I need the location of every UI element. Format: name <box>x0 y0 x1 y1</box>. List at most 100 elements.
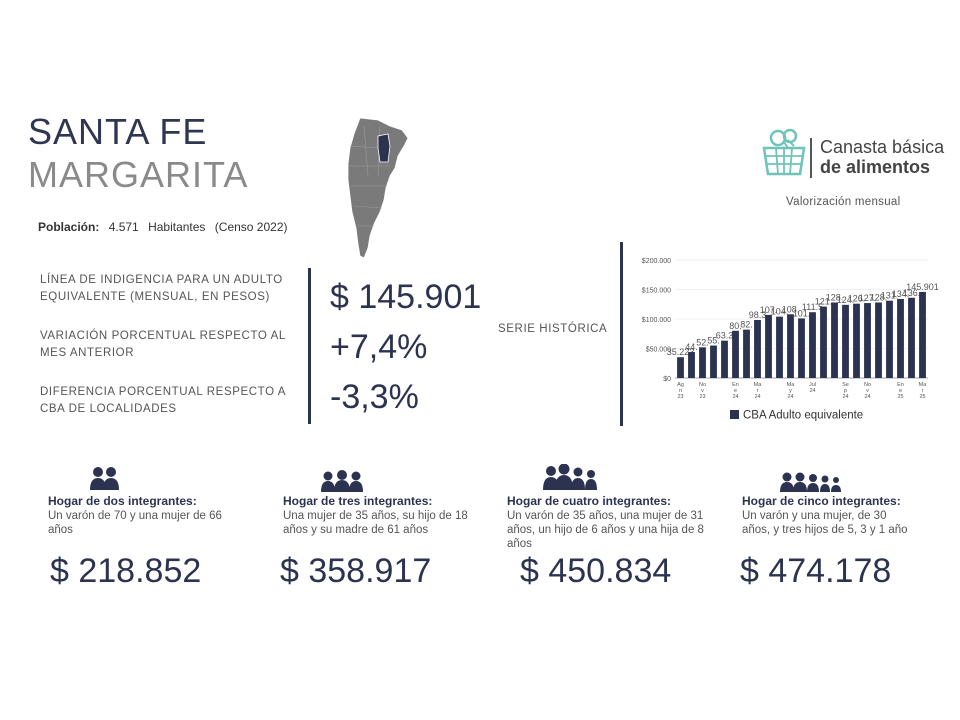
household-four-desc: Un varón de 35 años, una mujer de 31 año… <box>507 510 704 550</box>
metric-value-variacion: +7,4% <box>330 328 428 366</box>
data-label: 131. <box>881 291 899 301</box>
population-source: (Censo 2022) <box>214 220 288 234</box>
data-label: 111.5 <box>802 302 823 312</box>
household-two-icon-wrap <box>88 466 122 495</box>
x-tick-label: En e 24 <box>732 382 739 400</box>
province-title: SANTA FE <box>28 111 208 152</box>
bar <box>853 303 860 378</box>
data-label: 107. <box>760 305 778 315</box>
bar <box>710 345 717 378</box>
data-label: 108. <box>782 304 800 314</box>
data-label: 98.3 <box>749 310 767 320</box>
data-label: 104. <box>771 307 789 317</box>
bar <box>721 340 728 378</box>
bar <box>765 314 772 378</box>
data-label: 52. <box>696 337 709 347</box>
metrics-divider <box>308 268 311 424</box>
three-people-icon <box>321 470 363 492</box>
data-label: 124. <box>837 295 855 305</box>
five-people-icon <box>780 472 841 492</box>
y-tick-label: $200.000 <box>642 258 671 265</box>
bar <box>897 298 904 378</box>
bar <box>842 304 849 378</box>
household-four: Hogar de cuatro integrantes: Un varón de… <box>507 494 707 551</box>
legend-swatch <box>730 410 739 419</box>
household-two-value: $ 218.852 <box>50 552 202 590</box>
serie-historica-label: SERIE HISTÓRICA <box>498 323 608 335</box>
data-label: 136. <box>903 288 921 298</box>
metric-label-variacion: VARIACIÓN PORCENTUAL RESPECTO AL MES ANT… <box>40 330 286 359</box>
bar <box>809 312 816 378</box>
data-label: 44. <box>685 342 698 352</box>
metric-label-indigencia: LÍNEA DE INDIGENCIA PARA UN ADULTO EQUIV… <box>40 274 283 303</box>
bar <box>919 291 926 378</box>
household-four-icon-wrap <box>543 463 599 495</box>
bar <box>864 303 871 378</box>
data-label: 128. <box>870 292 888 302</box>
logo-separator <box>810 138 812 178</box>
y-tick-label: $150.000 <box>642 288 671 295</box>
population-line: Población: 4.571 Habitantes (Censo 2022) <box>38 220 294 234</box>
data-label: 128. <box>826 292 844 302</box>
bar <box>886 300 893 378</box>
data-label: 101. <box>793 308 811 318</box>
household-three-title: Hogar de tres integrantes: <box>283 494 433 508</box>
chart-divider <box>620 242 623 426</box>
four-people-icon <box>543 463 597 490</box>
city-title: MARGARITA <box>28 154 249 195</box>
bar <box>820 306 827 378</box>
data-label: 127. <box>859 293 877 303</box>
population-label: Población: <box>38 220 100 234</box>
data-label: 82. <box>740 320 753 330</box>
household-five: Hogar de cinco integrantes: Un varón y u… <box>742 494 912 537</box>
legend-label: CBA Adulto equivalente <box>743 410 863 422</box>
cba-bar-chart: $0 $50.000 $100.000 $150.000 $200.000 35.2234… <box>642 258 939 422</box>
x-tick-label: Se p 24 <box>842 382 849 400</box>
metric-value-diferencia: -3,3% <box>330 378 419 416</box>
bar <box>699 347 706 378</box>
x-tick-label: Ma r 25 <box>919 382 928 400</box>
x-tick-label: Ma r 24 <box>754 382 763 400</box>
y-tick-label: $0 <box>663 376 671 383</box>
bar <box>908 297 915 378</box>
basket-logo-icon <box>762 128 806 176</box>
logo-line2: de alimentos <box>820 157 931 177</box>
y-tick-label: $100.000 <box>642 317 671 324</box>
data-label: 35.223 <box>667 347 695 357</box>
data-label: 121. <box>815 297 833 307</box>
household-three-icon-wrap <box>320 470 364 497</box>
bar <box>875 302 882 378</box>
bar <box>754 320 761 378</box>
bar <box>831 302 838 378</box>
x-tick-label: Jul 24 <box>809 382 816 394</box>
population-unit: Habitantes <box>148 220 206 234</box>
household-three-desc: Una mujer de 35 años, su hijo de 18 años… <box>283 510 468 536</box>
metric-value-indigencia: $ 145.901 <box>330 278 482 316</box>
bar <box>677 357 684 378</box>
x-tick-label: Ma y 24 <box>787 382 796 400</box>
household-two-desc: Un varón de 70 y una mujer de 66 años <box>48 510 222 536</box>
bar <box>787 314 794 378</box>
household-five-icon-wrap <box>780 472 844 497</box>
household-four-value: $ 450.834 <box>520 552 672 590</box>
household-three-value: $ 358.917 <box>280 552 432 590</box>
bar <box>743 329 750 378</box>
x-tick-label: Ag n 23 <box>677 382 684 400</box>
data-label: 134. <box>892 289 910 299</box>
bar <box>688 352 695 378</box>
bar <box>798 318 805 378</box>
bar <box>776 316 783 378</box>
data-label: 145.901 <box>906 282 939 292</box>
bar <box>732 330 739 378</box>
x-tick-label: No v 24 <box>864 382 871 400</box>
household-five-desc: Un varón y una mujer, de 30 años, y tres… <box>742 510 908 536</box>
data-label: 55. <box>707 336 720 346</box>
logo-subtitle: Valorización mensual <box>786 196 901 208</box>
household-three: Hogar de tres integrantes: Una mujer de … <box>283 494 483 537</box>
data-label: 63.3 <box>716 331 734 341</box>
x-tick-label: En e 25 <box>897 382 904 400</box>
argentina-map-icon <box>347 117 409 259</box>
x-tick-label: No v 23 <box>699 382 706 400</box>
household-five-title: Hogar de cinco integrantes: <box>742 494 901 508</box>
metric-label-diferencia: DIFERENCIA PORCENTUAL RESPECTO A CBA DE … <box>40 386 286 415</box>
